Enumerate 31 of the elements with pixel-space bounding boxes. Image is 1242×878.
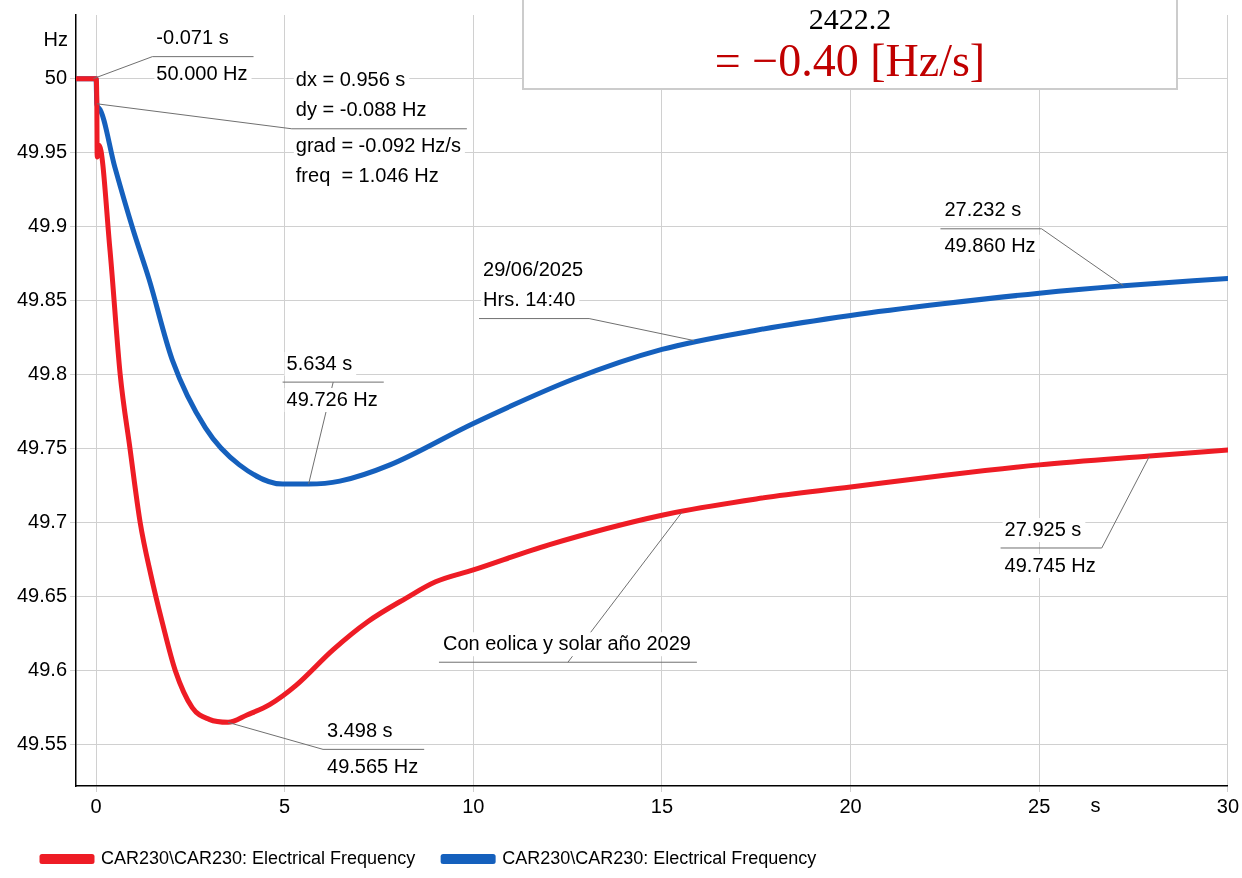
- x-axis-title: s: [1090, 793, 1101, 816]
- formula-box: 2422.2 = −0.40 [Hz/s]: [522, 0, 1178, 90]
- y-tick-label: 49.9: [28, 214, 68, 237]
- annotation: 27.232 s 49.860 Hz: [944, 198, 1036, 257]
- annotation: Con eolica y solar año 2029: [442, 631, 691, 654]
- y-tick-label: 49.7: [28, 510, 68, 533]
- annotation: 29/06/2025 Hrs. 14:40: [483, 258, 584, 311]
- x-tick-label: 0: [90, 794, 102, 817]
- y-axis-title: Hz: [43, 28, 69, 51]
- y-tick-label: 49.85: [16, 288, 68, 311]
- x-tick-label: 15: [650, 794, 674, 817]
- y-tick-label: 49.6: [28, 658, 68, 681]
- annotation: 2422.2 = −0.40 [Hz/s]: [713, 2, 987, 86]
- x-tick-label: 20: [839, 794, 862, 817]
- y-tick-label: 49.55: [16, 732, 68, 755]
- x-tick-label: 10: [462, 794, 485, 817]
- y-tick-label: 49.95: [16, 140, 68, 163]
- annotation: dx = 0.956 s dy = -0.088 Hz grad = -0.092 Hz/s freq = 1.046 Hz: [295, 68, 461, 187]
- x-tick-label: 25: [1028, 794, 1051, 817]
- y-tick-label: 50: [44, 66, 68, 89]
- x-tick-label: 5: [279, 794, 291, 817]
- y-tick-label: 49.65: [16, 584, 68, 607]
- annotation: -0.071 s 50.000 Hz: [156, 26, 248, 85]
- y-tick-label: 49.8: [28, 362, 68, 385]
- legend-label: CAR230\CAR230: Electrical Frequency: [101, 847, 416, 868]
- legend-label: CAR230\CAR230: Electrical Frequency: [502, 847, 817, 868]
- annotation: 5.634 s 49.726 Hz: [286, 351, 378, 410]
- annotation: 3.498 s 49.565 Hz: [327, 718, 419, 777]
- annotation: 27.925 s 49.745 Hz: [1004, 517, 1096, 576]
- x-tick-label: 30: [1216, 794, 1239, 817]
- y-tick-label: 49.75: [16, 436, 68, 459]
